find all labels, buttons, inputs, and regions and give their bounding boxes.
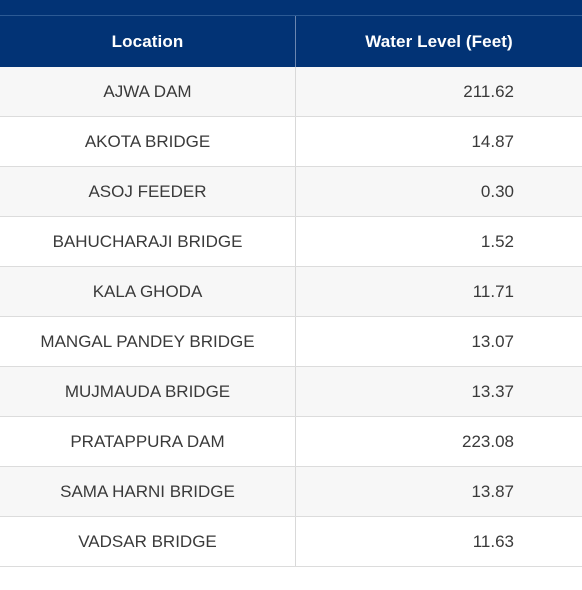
header-water-level[interactable]: Water Level (Feet) bbox=[365, 31, 513, 51]
table-row: VADSAR BRIDGE 11.63 bbox=[0, 517, 582, 567]
top-banner-strip bbox=[0, 0, 582, 15]
table-row: ASOJ FEEDER 0.30 bbox=[0, 167, 582, 217]
cell-location: SAMA HARNI BRIDGE bbox=[0, 467, 296, 516]
table-row: AKOTA BRIDGE 14.87 bbox=[0, 117, 582, 167]
header-location[interactable]: Location bbox=[0, 16, 296, 67]
cell-water-level: 11.63 bbox=[472, 531, 514, 551]
cell-location: KALA GHODA bbox=[0, 267, 296, 316]
cell-location: PRATAPPURA DAM bbox=[0, 417, 296, 466]
cell-location: VADSAR BRIDGE bbox=[0, 517, 296, 566]
cell-location: MUJMAUDA BRIDGE bbox=[0, 367, 296, 416]
cell-location: MANGAL PANDEY BRIDGE bbox=[0, 317, 296, 366]
cell-water-level: 223.08 bbox=[462, 431, 514, 451]
cell-location: AKOTA BRIDGE bbox=[0, 117, 296, 166]
table-header-row: Location Water Level (Feet) bbox=[0, 15, 582, 67]
table-row: AJWA DAM 211.62 bbox=[0, 67, 582, 117]
cell-water-level: 13.37 bbox=[471, 381, 514, 401]
cell-water-level: 211.62 bbox=[463, 81, 514, 101]
cell-location: ASOJ FEEDER bbox=[0, 167, 296, 216]
cell-water-level: 11.71 bbox=[472, 281, 514, 301]
cell-water-level: 13.87 bbox=[471, 481, 514, 501]
cell-location: AJWA DAM bbox=[0, 67, 296, 116]
table-row: PRATAPPURA DAM 223.08 bbox=[0, 417, 582, 467]
cell-water-level: 0.30 bbox=[480, 181, 514, 201]
table-row: KALA GHODA 11.71 bbox=[0, 267, 582, 317]
table-row: BAHUCHARAJI BRIDGE 1.52 bbox=[0, 217, 582, 267]
water-level-table: Location Water Level (Feet) AJWA DAM 211… bbox=[0, 15, 582, 567]
table-row: MUJMAUDA BRIDGE 13.37 bbox=[0, 367, 582, 417]
table-row: SAMA HARNI BRIDGE 13.87 bbox=[0, 467, 582, 517]
table-row: MANGAL PANDEY BRIDGE 13.07 bbox=[0, 317, 582, 367]
cell-location: BAHUCHARAJI BRIDGE bbox=[0, 217, 296, 266]
cell-water-level: 14.87 bbox=[471, 131, 514, 151]
cell-water-level: 13.07 bbox=[471, 331, 514, 351]
cell-water-level: 1.52 bbox=[480, 231, 514, 251]
